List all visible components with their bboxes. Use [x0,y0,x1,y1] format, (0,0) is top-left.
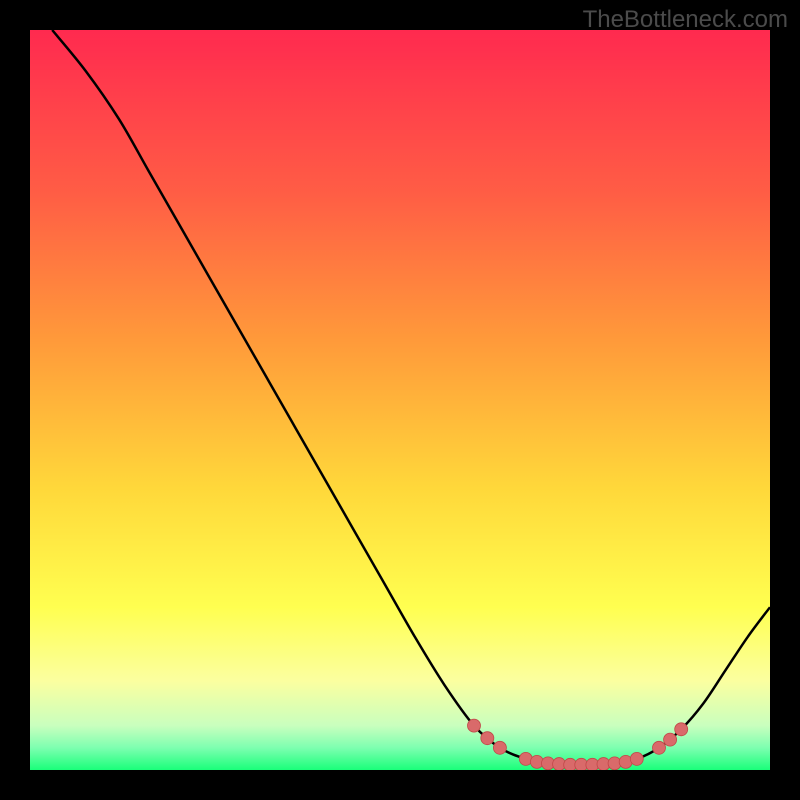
marker-dot [630,752,643,765]
chart-frame: TheBottleneck.com [0,0,800,800]
marker-dot [664,733,677,746]
marker-dot [675,723,688,736]
marker-dot [493,741,506,754]
attribution-text: TheBottleneck.com [583,6,788,34]
marker-dot [653,741,666,754]
plot-svg [30,30,770,770]
gradient-background [30,30,770,770]
marker-dot [468,719,481,732]
plot-container [30,30,770,770]
marker-dot [481,732,494,745]
